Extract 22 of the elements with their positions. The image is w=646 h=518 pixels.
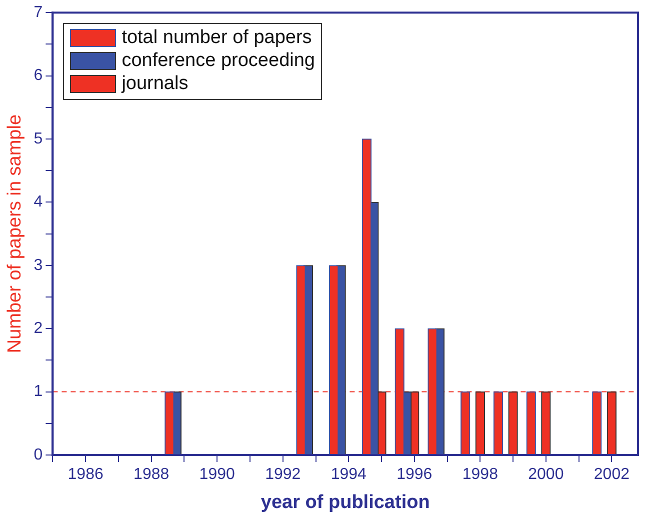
x-tick-label: 2002 bbox=[594, 466, 630, 484]
x-tick-label: 1992 bbox=[265, 466, 301, 484]
legend-label: total number of papers bbox=[122, 27, 312, 50]
x-tick-label: 1986 bbox=[68, 466, 104, 484]
y-tick-label: 4 bbox=[34, 194, 43, 211]
y-tick-label: 3 bbox=[34, 256, 43, 274]
legend-label: journals bbox=[122, 73, 188, 96]
x-tick-label: 1990 bbox=[199, 466, 236, 484]
y-tick-label: 7 bbox=[34, 4, 43, 22]
x-tick-label: 2000 bbox=[528, 466, 564, 484]
y-tick-label: 1 bbox=[34, 383, 43, 400]
x-tick-label: 1996 bbox=[396, 466, 432, 484]
x-tick-label: 1998 bbox=[462, 466, 498, 484]
y-axis-title: Number of papers in sample bbox=[4, 114, 26, 354]
y-tick-label: 0 bbox=[34, 446, 43, 464]
y-tick-label: 2 bbox=[34, 320, 43, 338]
y-tick-label: 5 bbox=[34, 130, 43, 148]
x-tick-label: 1994 bbox=[330, 466, 367, 484]
x-axis-title: year of publication bbox=[260, 492, 430, 513]
x-tick-label: 1988 bbox=[134, 466, 170, 484]
legend-label: conference proceeding bbox=[122, 50, 315, 72]
y-tick-label: 6 bbox=[34, 67, 43, 84]
